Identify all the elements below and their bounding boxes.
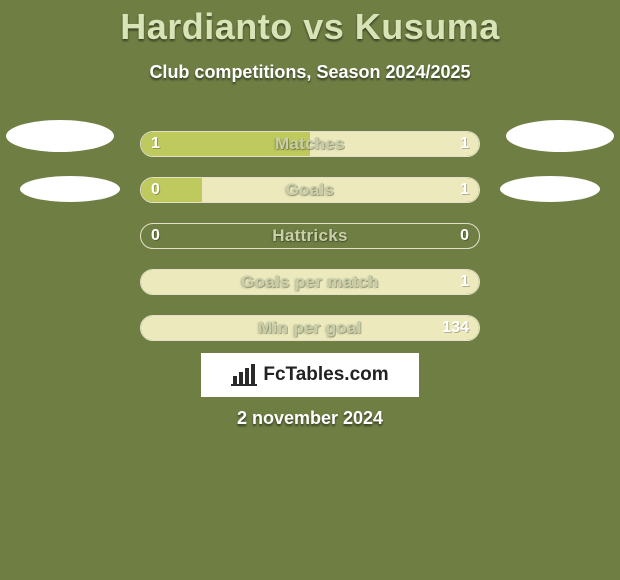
stat-row: Goals01 — [0, 167, 620, 213]
stat-value-left: 0 — [151, 224, 160, 248]
comparison-infographic: Hardianto vs Kusuma Club competitions, S… — [0, 0, 620, 580]
stat-bar: Goals per match1 — [140, 269, 480, 295]
stat-value-left: 1 — [151, 132, 160, 156]
stat-bar: Goals01 — [140, 177, 480, 203]
stat-bar: Matches11 — [140, 131, 480, 157]
stat-value-left: 0 — [151, 178, 160, 202]
brand-badge: FcTables.com — [201, 353, 419, 397]
stat-bar: Hattricks0 0 — [140, 223, 480, 249]
chart-bars-icon — [231, 364, 257, 386]
stat-bar-left — [141, 132, 310, 156]
stat-bar-right — [202, 178, 479, 202]
page-title: Hardianto vs Kusuma — [0, 0, 620, 48]
stat-bar-right — [310, 132, 479, 156]
stat-value-right: 1 — [460, 270, 469, 294]
stat-row: Matches11 — [0, 121, 620, 167]
stat-label: Hattricks — [141, 224, 479, 248]
stat-value-right: 1 — [460, 178, 469, 202]
stat-bar-right — [141, 316, 479, 340]
stat-bar-right — [141, 270, 479, 294]
date-label: 2 november 2024 — [0, 408, 620, 429]
subtitle: Club competitions, Season 2024/2025 — [0, 62, 620, 83]
stat-row: Hattricks0 0 — [0, 213, 620, 259]
brand-text: FcTables.com — [263, 364, 388, 386]
stat-value-right: 1 — [460, 132, 469, 156]
stat-bar: Min per goal134 — [140, 315, 480, 341]
stat-row: Min per goal134 — [0, 305, 620, 351]
stat-value-right: 134 — [442, 316, 469, 340]
stat-rows: Matches11Goals01Hattricks00Goals per mat… — [0, 121, 620, 351]
stat-value-right: 0 — [460, 224, 469, 248]
stat-row: Goals per match1 — [0, 259, 620, 305]
